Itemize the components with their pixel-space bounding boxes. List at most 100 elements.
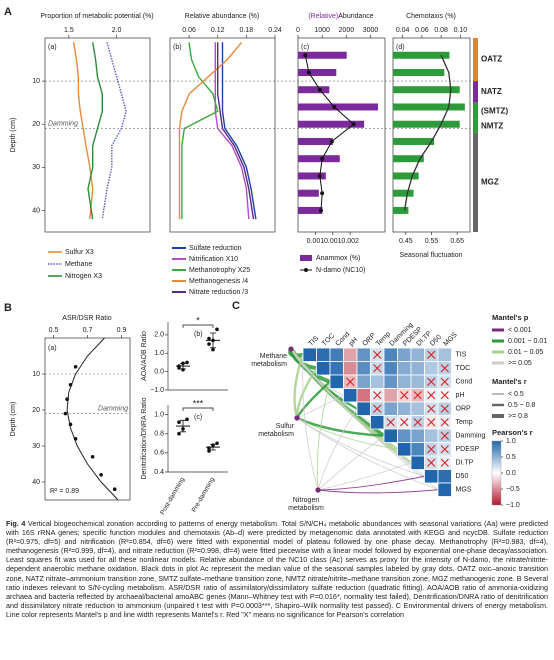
x-tick-label: 0.7 bbox=[83, 327, 93, 334]
axis-title: Relative abundance (%) bbox=[185, 13, 260, 20]
cross-mark bbox=[427, 350, 436, 359]
point bbox=[68, 422, 73, 427]
point bbox=[63, 411, 68, 416]
point bbox=[207, 336, 211, 341]
y-tick-label: 0.0 bbox=[154, 368, 164, 375]
zone-bar bbox=[473, 38, 478, 82]
series-line bbox=[101, 42, 127, 220]
series-line bbox=[214, 42, 250, 220]
row-label: Damming bbox=[456, 433, 486, 440]
point bbox=[177, 420, 181, 425]
cross-mark bbox=[427, 445, 436, 454]
series-line bbox=[304, 55, 355, 211]
cross-mark bbox=[440, 445, 449, 454]
point bbox=[215, 327, 219, 332]
bar bbox=[393, 189, 414, 197]
bar bbox=[393, 155, 424, 163]
point bbox=[211, 347, 215, 352]
heatmap-cell bbox=[356, 361, 371, 376]
column-label: MGS bbox=[443, 331, 459, 347]
legend-title: Mantel's p bbox=[492, 313, 529, 322]
mantel-link bbox=[295, 380, 331, 419]
legend-label: Anammox (%) bbox=[316, 255, 360, 262]
cross-mark bbox=[373, 391, 382, 400]
mantel-link bbox=[296, 417, 439, 491]
node-label: Nitrogen bbox=[293, 497, 320, 504]
mantel-link bbox=[317, 408, 358, 491]
cross-mark bbox=[440, 391, 449, 400]
bar bbox=[298, 137, 333, 145]
bar bbox=[298, 172, 326, 180]
mantel-link bbox=[317, 435, 385, 491]
significance-label: *** bbox=[193, 398, 204, 408]
point bbox=[332, 104, 337, 109]
series-line bbox=[72, 42, 94, 220]
zone-label: NATZ bbox=[481, 87, 502, 96]
y-tick-label: 20 bbox=[32, 121, 40, 128]
subplot-tag: (b) bbox=[173, 44, 182, 51]
cross-mark bbox=[440, 458, 449, 467]
column-label: Cond bbox=[335, 331, 352, 348]
legend-label: < 0.001 bbox=[508, 327, 532, 334]
point bbox=[185, 417, 189, 422]
column-label: ORP bbox=[362, 332, 378, 348]
node-label: metabolism bbox=[288, 505, 324, 512]
cross-mark bbox=[373, 404, 382, 413]
series-line bbox=[221, 42, 257, 220]
legend-label: N-damo (NC10) bbox=[316, 267, 365, 274]
series-line bbox=[178, 41, 243, 220]
bar bbox=[298, 206, 323, 214]
point bbox=[207, 449, 211, 453]
subplot-tag: (b) bbox=[194, 331, 203, 338]
caption-label: Fig. 4 bbox=[6, 519, 26, 528]
error-bar bbox=[210, 332, 216, 349]
bar bbox=[393, 137, 435, 145]
heatmap-cell bbox=[410, 428, 425, 443]
y-tick-label: 30 bbox=[32, 443, 40, 450]
significance-bracket bbox=[182, 407, 214, 411]
node-label: Sulfur bbox=[276, 423, 295, 430]
axis-title: (Relative)Abundance bbox=[308, 13, 373, 20]
mantel-link bbox=[296, 417, 425, 477]
row-label: MGS bbox=[456, 487, 472, 494]
bar bbox=[393, 206, 409, 214]
bar bbox=[298, 103, 379, 111]
cross-mark bbox=[373, 364, 382, 373]
heatmap-cell bbox=[356, 374, 371, 389]
y-tick-label: 1.0 bbox=[154, 411, 164, 418]
x-tick-label: 0 bbox=[296, 27, 300, 34]
point bbox=[73, 437, 78, 441]
zone-label: OATZ bbox=[481, 55, 502, 64]
row-label: TIS bbox=[456, 352, 467, 359]
series-line bbox=[87, 42, 104, 220]
subplot-tag: (d) bbox=[396, 44, 405, 51]
x-tick-label: 0.06 bbox=[182, 27, 196, 34]
x-tick-label: 1.5 bbox=[64, 27, 74, 34]
heatmap-cell bbox=[370, 374, 385, 389]
x2-tick-label: 0.002 bbox=[341, 238, 359, 245]
y-tick-label: 1.0 bbox=[154, 350, 164, 357]
fit-curve bbox=[66, 337, 119, 501]
cross-mark bbox=[427, 404, 436, 413]
point bbox=[317, 87, 322, 92]
legend-title: Mantel's r bbox=[492, 377, 527, 386]
zone-bar bbox=[473, 81, 478, 103]
legend-label: < 0.5 bbox=[508, 391, 524, 398]
point bbox=[317, 173, 322, 178]
point bbox=[303, 53, 308, 58]
point bbox=[177, 366, 181, 370]
x2-tick-label: 0.001 bbox=[307, 238, 325, 245]
bar bbox=[298, 155, 340, 163]
mantel-link bbox=[316, 381, 331, 491]
heatmap-cell bbox=[343, 347, 358, 362]
network-node bbox=[294, 415, 300, 421]
bar bbox=[393, 68, 445, 76]
heatmap-cell bbox=[397, 401, 412, 416]
heatmap-cell bbox=[329, 361, 344, 376]
heatmap-cell bbox=[410, 361, 425, 376]
heatmap-cell bbox=[383, 388, 398, 403]
legend-label: 0.01 ~ 0.05 bbox=[508, 349, 543, 356]
heatmap-cell bbox=[397, 361, 412, 376]
cross-mark bbox=[440, 418, 449, 427]
y-tick-label: 40 bbox=[32, 479, 40, 486]
